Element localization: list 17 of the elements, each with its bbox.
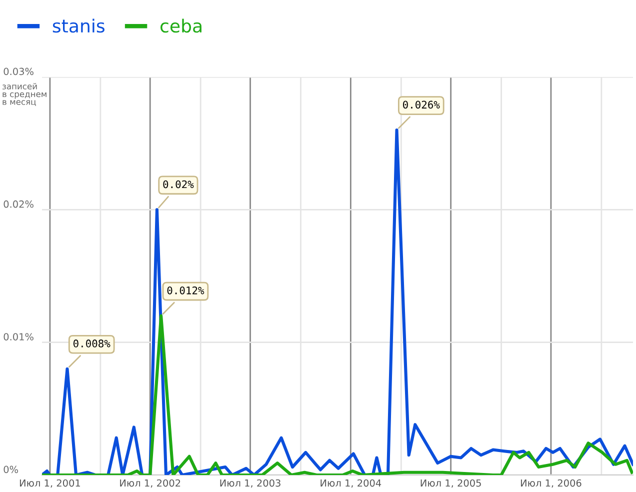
legend-label: ceba [160,18,202,33]
annotation: 0.02% [163,180,194,188]
y-axis-title: записей в среднем в месяц [2,83,46,106]
y-tick-label: 0.02% [4,200,34,208]
y-tick-label: 0% [4,466,18,474]
y-tick-label: 0.03% [4,68,34,76]
x-tick-label: Июл 1, 2006 [520,479,582,488]
annotation: 0.012% [167,286,204,294]
x-tick-label: Июл 1, 2005 [420,479,481,488]
y-tick-label: 0.01% [4,333,34,340]
x-tick-label: Июл 1, 2002 [120,479,180,488]
annotation: 0.008% [73,340,110,348]
x-tick-label: Июл 1, 2001 [20,479,80,488]
x-tick-label: Июл 1, 2003 [220,479,280,488]
legend-label: stanis [52,18,104,33]
annotation: 0.026% [402,100,440,109]
x-tick-label: Июл 1, 2004 [320,479,382,488]
